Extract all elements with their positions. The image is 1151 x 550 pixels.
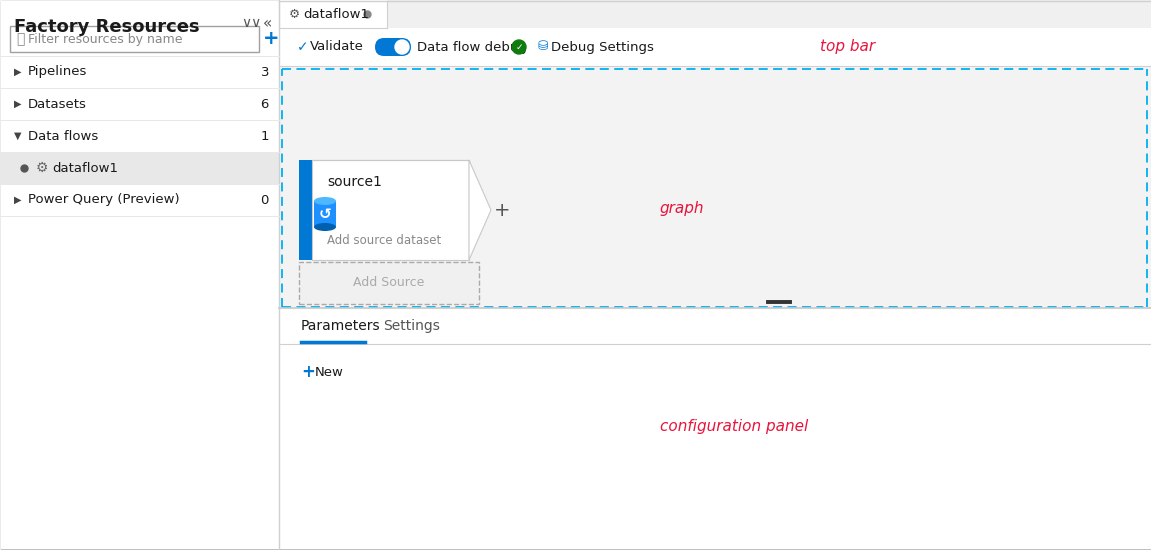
Text: dataflow1: dataflow1 — [52, 162, 119, 174]
Text: Debug Settings: Debug Settings — [551, 41, 654, 53]
FancyBboxPatch shape — [312, 160, 468, 260]
Text: Parameters: Parameters — [302, 319, 381, 333]
Text: Datasets: Datasets — [28, 97, 86, 111]
Text: ▼: ▼ — [14, 131, 22, 141]
Text: ⚙: ⚙ — [289, 8, 300, 20]
Text: Filter resources by name: Filter resources by name — [28, 32, 183, 46]
Text: ↺: ↺ — [319, 206, 331, 222]
Text: 3: 3 — [260, 65, 269, 79]
Text: dataflow1: dataflow1 — [303, 8, 369, 20]
Text: 0: 0 — [260, 194, 269, 206]
Text: ⚙: ⚙ — [36, 161, 48, 175]
Text: +: + — [494, 201, 510, 219]
FancyBboxPatch shape — [1, 1, 279, 549]
Text: Data flow debug: Data flow debug — [417, 41, 527, 53]
Text: Validate: Validate — [310, 41, 364, 53]
Text: Pipelines: Pipelines — [28, 65, 87, 79]
Text: Data flows: Data flows — [28, 129, 98, 142]
Text: Add source dataset: Add source dataset — [327, 234, 441, 247]
Text: Factory Resources: Factory Resources — [14, 18, 199, 36]
Text: source1: source1 — [327, 175, 382, 189]
Text: 6: 6 — [260, 97, 269, 111]
Text: ✓: ✓ — [297, 40, 308, 54]
FancyBboxPatch shape — [299, 160, 312, 260]
Text: ⛁: ⛁ — [538, 41, 548, 53]
Text: ∨∨: ∨∨ — [241, 16, 261, 30]
Text: graph: graph — [660, 201, 704, 216]
FancyBboxPatch shape — [279, 0, 387, 28]
Text: ▶: ▶ — [14, 99, 22, 109]
Text: Settings: Settings — [383, 319, 440, 333]
Ellipse shape — [314, 197, 336, 205]
Text: ▶: ▶ — [14, 195, 22, 205]
Text: New: New — [315, 366, 344, 378]
FancyBboxPatch shape — [279, 66, 1151, 310]
Text: ▶: ▶ — [14, 67, 22, 77]
Polygon shape — [468, 160, 491, 260]
Circle shape — [395, 40, 409, 54]
FancyBboxPatch shape — [375, 38, 411, 56]
FancyBboxPatch shape — [10, 26, 259, 52]
Text: Add Source: Add Source — [353, 277, 425, 289]
Text: 1: 1 — [260, 129, 269, 142]
Ellipse shape — [314, 223, 336, 231]
FancyBboxPatch shape — [314, 201, 336, 227]
Text: +: + — [302, 363, 315, 381]
FancyBboxPatch shape — [279, 0, 1151, 28]
FancyBboxPatch shape — [0, 152, 279, 184]
FancyBboxPatch shape — [299, 262, 479, 304]
Circle shape — [512, 40, 526, 54]
Text: Power Query (Preview): Power Query (Preview) — [28, 194, 180, 206]
Text: +: + — [262, 30, 280, 48]
Text: ⌕: ⌕ — [16, 32, 24, 46]
Text: configuration panel: configuration panel — [660, 420, 808, 435]
Text: top bar: top bar — [820, 40, 875, 54]
Text: ✓: ✓ — [516, 42, 523, 52]
FancyBboxPatch shape — [279, 308, 1151, 344]
FancyBboxPatch shape — [279, 309, 1151, 549]
Text: «: « — [262, 16, 273, 31]
FancyBboxPatch shape — [279, 28, 1151, 66]
